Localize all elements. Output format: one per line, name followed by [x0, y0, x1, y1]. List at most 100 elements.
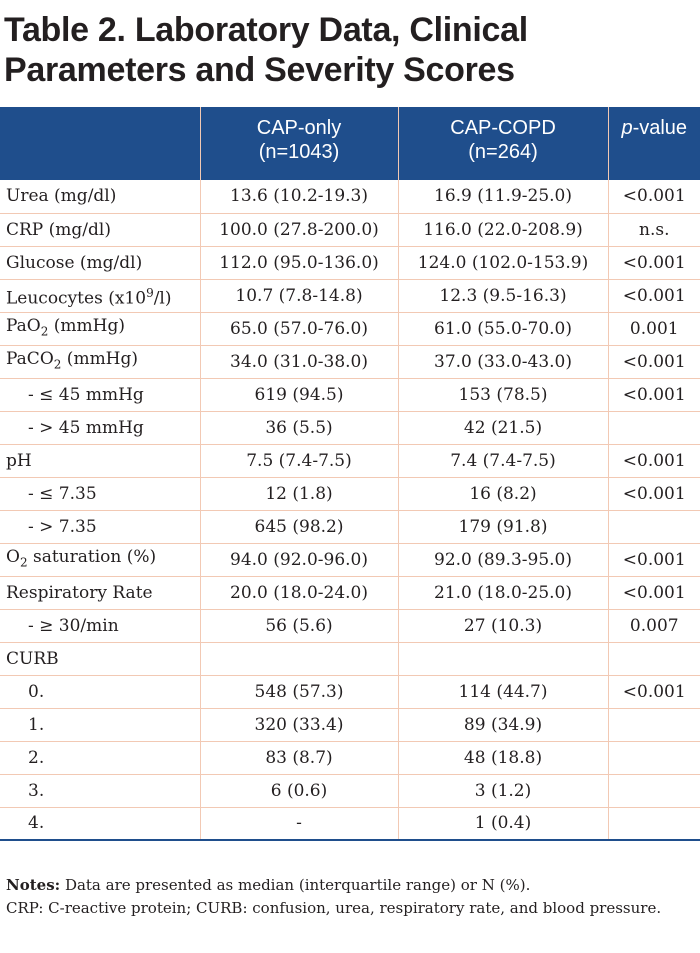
- cap-copd-value: 16 (8.2): [397, 476, 608, 510]
- row-label: 1.: [0, 707, 200, 741]
- table-row-crp: CRP (mg/dl) 100.0 (27.8-200.0) 116.0 (22…: [0, 212, 700, 246]
- row-label: O2 saturation (%): [0, 542, 200, 576]
- row-label: - ≥ 30/min: [0, 608, 200, 642]
- p-value: <0.001: [607, 674, 700, 708]
- p-value: <0.001: [607, 542, 700, 576]
- table-row-curb-2: 2. 83 (8.7) 48 (18.8): [0, 740, 700, 774]
- cap-only-value: 619 (94.5): [199, 377, 398, 411]
- cap-only-value: 10.7 (7.8-14.8): [199, 278, 398, 312]
- p-value: <0.001: [607, 476, 700, 510]
- header-cap-copd: CAP-COPD (n=264): [397, 107, 608, 180]
- table-row-leucocytes: Leucocytes (x109/l) 10.7 (7.8-14.8) 12.3…: [0, 278, 700, 312]
- cap-copd-value: 89 (34.9): [397, 707, 608, 741]
- row-label: Glucose (mg/dl): [0, 245, 200, 279]
- row-label-subscript: 2: [40, 324, 49, 339]
- row-label-subscript: 2: [19, 555, 28, 570]
- header-parameter: [0, 107, 200, 180]
- p-value: <0.001: [607, 278, 700, 312]
- cap-only-value: 100.0 (27.8-200.0): [199, 212, 398, 246]
- table-row-ph-high: - > 7.35 645 (98.2) 179 (91.8): [0, 509, 700, 543]
- header-cap-copd-name: CAP-COPD: [450, 117, 556, 139]
- notes-label: Notes:: [6, 876, 61, 894]
- table-row-o2-saturation: O2 saturation (%) 94.0 (92.0-96.0) 92.0 …: [0, 542, 700, 576]
- header-cap-only: CAP-only (n=1043): [199, 107, 398, 180]
- p-value: <0.001: [607, 443, 700, 477]
- cap-copd-value: 61.0 (55.0-70.0): [397, 311, 608, 345]
- p-value: <0.001: [607, 245, 700, 279]
- row-label: CRP (mg/dl): [0, 212, 200, 246]
- cap-copd-value: 1 (0.4): [397, 806, 608, 841]
- cap-only-value: 94.0 (92.0-96.0): [199, 542, 398, 576]
- cap-only-value: 36 (5.5): [199, 410, 398, 444]
- row-label: - ≤ 45 mmHg: [0, 377, 200, 411]
- row-label: 3.: [0, 773, 200, 807]
- row-label: CURB: [0, 641, 200, 675]
- cap-copd-value: 114 (44.7): [397, 674, 608, 708]
- table-row-respiratory-rate: Respiratory Rate 20.0 (18.0-24.0) 21.0 (…: [0, 575, 700, 609]
- row-label: Respiratory Rate: [0, 575, 200, 609]
- cap-copd-value: 42 (21.5): [397, 410, 608, 444]
- table-header-row: CAP-only (n=1043) CAP-COPD (n=264) p-val…: [0, 107, 700, 180]
- row-label: 2.: [0, 740, 200, 774]
- data-table: CAP-only (n=1043) CAP-COPD (n=264) p-val…: [0, 107, 700, 841]
- row-label-text: 0.: [28, 681, 45, 702]
- cap-copd-value: 21.0 (18.0-25.0): [397, 575, 608, 609]
- table-title: Table 2. Laboratory Data, Clinical Param…: [4, 10, 694, 90]
- p-value: <0.001: [607, 575, 700, 609]
- row-label-text: 2.: [28, 747, 45, 768]
- row-label-text: 1.: [28, 714, 45, 735]
- p-value: [607, 707, 700, 741]
- header-p-italic: p: [621, 117, 633, 139]
- table-row-curb-4: 4. - 1 (0.4): [0, 806, 700, 841]
- p-value: 0.007: [607, 608, 700, 642]
- cap-only-value: 112.0 (95.0-136.0): [199, 245, 398, 279]
- cap-only-value: -: [199, 806, 398, 841]
- cap-only-value: 7.5 (7.4-7.5): [199, 443, 398, 477]
- p-value: n.s.: [607, 212, 700, 246]
- row-label-superscript: 9: [146, 285, 154, 300]
- table-row-respiratory-rate-high: - ≥ 30/min 56 (5.6) 27 (10.3) 0.007: [0, 608, 700, 642]
- cap-copd-value: 179 (91.8): [397, 509, 608, 543]
- cap-only-value: 320 (33.4): [199, 707, 398, 741]
- cap-only-value: 548 (57.3): [199, 674, 398, 708]
- cap-copd-value: 3 (1.2): [397, 773, 608, 807]
- notes-line2: CRP: C-reactive protein; CURB: confusion…: [6, 899, 662, 917]
- p-value: [607, 509, 700, 543]
- header-cap-copd-n: (n=264): [468, 141, 538, 163]
- cap-only-value: [199, 641, 398, 675]
- table-row-paco2-high: - > 45 mmHg 36 (5.5) 42 (21.5): [0, 410, 700, 444]
- cap-copd-value: 92.0 (89.3-95.0): [397, 542, 608, 576]
- p-value: [607, 773, 700, 807]
- cap-only-value: 83 (8.7): [199, 740, 398, 774]
- table-row-pao2: PaO2 (mmHg) 65.0 (57.0-76.0) 61.0 (55.0-…: [0, 311, 700, 345]
- p-value: [607, 740, 700, 774]
- row-label-unit: saturation (%): [27, 546, 157, 567]
- p-value: 0.001: [607, 311, 700, 345]
- p-value: [607, 806, 700, 841]
- row-label-text: PaO: [6, 315, 41, 336]
- p-value: <0.001: [607, 377, 700, 411]
- row-label-text: 4.: [28, 813, 45, 834]
- table-row-paco2: PaCO2 (mmHg) 34.0 (31.0-38.0) 37.0 (33.0…: [0, 344, 700, 378]
- table-row-urea: Urea (mg/dl) 13.6 (10.2-19.3) 16.9 (11.9…: [0, 180, 700, 213]
- table-row-curb: CURB: [0, 641, 700, 675]
- table-row-curb-1: 1. 320 (33.4) 89 (34.9): [0, 707, 700, 741]
- data-table-container: CAP-only (n=1043) CAP-COPD (n=264) p-val…: [0, 107, 700, 841]
- table-row-curb-0: 0. 548 (57.3) 114 (44.7) <0.001: [0, 674, 700, 708]
- row-label: 0.: [0, 674, 200, 708]
- p-value: <0.001: [607, 344, 700, 378]
- row-label: Leucocytes (x109/l): [0, 278, 200, 312]
- row-label-text: - ≥ 30/min: [28, 615, 119, 636]
- row-label: - > 7.35: [0, 509, 200, 543]
- cap-only-value: 12 (1.8): [199, 476, 398, 510]
- row-label-text: - ≤ 7.35: [28, 483, 97, 504]
- row-label: - > 45 mmHg: [0, 410, 200, 444]
- table-row-glucose: Glucose (mg/dl) 112.0 (95.0-136.0) 124.0…: [0, 245, 700, 279]
- header-p-value: p-value: [607, 107, 700, 180]
- cap-copd-value: 16.9 (11.9-25.0): [397, 180, 608, 213]
- row-label-subscript: 2: [53, 357, 62, 372]
- row-label-text: Leucocytes (x10: [6, 288, 147, 309]
- cap-only-value: 6 (0.6): [199, 773, 398, 807]
- cap-only-value: 56 (5.6): [199, 608, 398, 642]
- row-label: 4.: [0, 806, 200, 841]
